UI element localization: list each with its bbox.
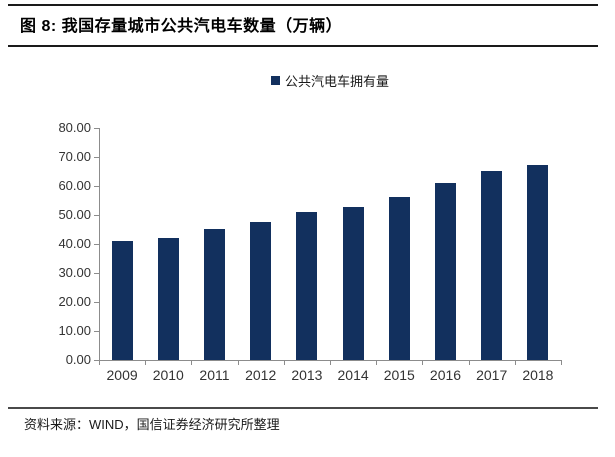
y-axis-tick-label: 40.00: [58, 236, 91, 251]
x-axis-tick: [99, 360, 100, 365]
x-axis-tick: [283, 360, 285, 365]
title-bottom-rule: [8, 45, 598, 47]
y-axis-tick: [94, 215, 99, 216]
x-axis-tick: [514, 360, 516, 365]
figure-title: 图 8: 我国存量城市公共汽电车数量（万辆）: [20, 18, 343, 35]
x-axis-tick: [422, 360, 424, 365]
bar-2015: [388, 197, 410, 360]
y-axis-tick: [94, 157, 99, 158]
y-axis-tick-label: 50.00: [58, 207, 91, 222]
x-axis-tick-label: 2012: [245, 367, 277, 383]
x-axis-tick-label: 2017: [476, 367, 508, 383]
y-axis-tick-label: 20.00: [58, 294, 91, 309]
y-axis-tick: [94, 244, 99, 245]
y-axis-tick-label: 30.00: [58, 265, 91, 280]
x-axis-tick-label: 2016: [429, 367, 462, 383]
x-axis-tick: [330, 360, 331, 365]
bar-2010: [157, 237, 179, 360]
x-axis-tick: [468, 360, 470, 365]
y-axis-tick-label: 80.00: [58, 120, 91, 135]
x-axis-tick-label: 2014: [337, 367, 369, 383]
y-axis-tick-label: 70.00: [58, 149, 91, 164]
bar-2011: [204, 228, 225, 360]
y-axis-tick-label: 10.00: [58, 323, 91, 338]
y-axis-tick-label: 0.00: [65, 352, 91, 367]
bar-2012: [250, 222, 272, 360]
bar-2014: [342, 206, 364, 360]
x-axis-tick-label: 2009: [106, 367, 138, 383]
x-axis-tick: [145, 360, 147, 365]
y-axis-tick: [94, 331, 99, 332]
y-axis-tick: [94, 273, 99, 274]
x-axis-tick: [191, 360, 193, 365]
bar-2009: [111, 240, 133, 360]
x-axis-tick-label: 2013: [291, 367, 323, 383]
x-axis-tick-label: 2015: [383, 367, 415, 383]
y-axis-tick: [94, 302, 99, 303]
x-axis-tick: [237, 360, 239, 365]
y-axis-tick: [94, 128, 99, 129]
y-axis-tick: [94, 360, 99, 361]
bar-2016: [435, 183, 456, 360]
x-axis-tick: [376, 360, 378, 365]
source-note: 资料来源：WIND，国信证券经济研究所整理: [24, 417, 280, 432]
x-axis-tick-label: 2011: [199, 367, 230, 383]
legend-marker-square: [270, 76, 280, 85]
title-top-rule: [8, 4, 598, 6]
y-axis-line: [99, 128, 100, 361]
legend-label: 公共汽电车拥有量: [284, 74, 389, 89]
bar-2018: [527, 164, 549, 360]
x-axis-tick: [561, 360, 562, 365]
x-axis-tick-label: 2018: [522, 367, 554, 383]
y-axis-tick: [94, 186, 99, 187]
x-axis-tick-label: 2010: [152, 367, 184, 383]
y-axis-tick-label: 60.00: [58, 178, 91, 193]
chart-legend: 公共汽电车拥有量: [99, 71, 561, 90]
footer-rule: [8, 407, 598, 409]
bar-2017: [481, 171, 503, 360]
bar-2013: [296, 212, 318, 360]
